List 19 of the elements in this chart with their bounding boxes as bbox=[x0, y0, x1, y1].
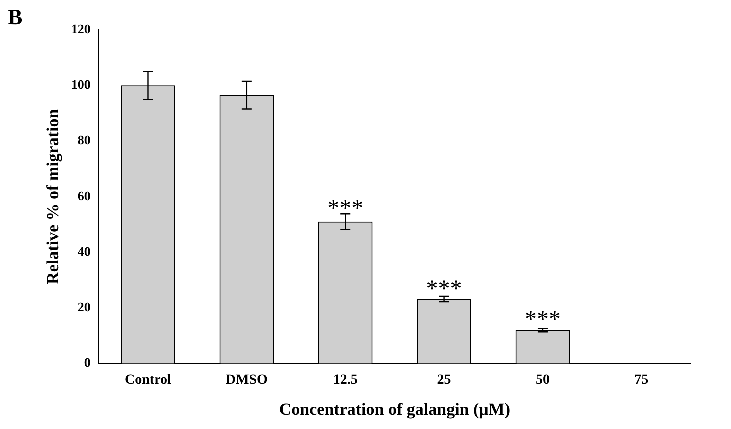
y-tick-label: 120 bbox=[71, 21, 91, 36]
annotation: *** bbox=[426, 276, 462, 303]
y-tick-label: 40 bbox=[78, 244, 91, 259]
y-tick-label: 60 bbox=[78, 188, 91, 204]
annotation: *** bbox=[524, 307, 561, 334]
x-axis-title: Concentration of galangin (μM) bbox=[279, 400, 510, 420]
x-tick-label: DMSO bbox=[226, 372, 268, 388]
y-tick-label: 20 bbox=[78, 300, 91, 315]
x-tick-label: 12.5 bbox=[333, 372, 358, 388]
y-tick-label: 80 bbox=[78, 132, 91, 148]
annotation: *** bbox=[328, 196, 364, 222]
x-tick-label: 75 bbox=[634, 372, 649, 388]
x-tick-label: Control bbox=[125, 372, 172, 388]
y-axis-title: Relative % of migration bbox=[44, 108, 63, 284]
x-tick-label: 25 bbox=[437, 372, 452, 388]
text: B bbox=[8, 4, 23, 30]
y-tick-label: 100 bbox=[71, 76, 91, 92]
x-tick-label: 50 bbox=[536, 372, 550, 388]
y-tick-label: 0 bbox=[84, 355, 91, 370]
